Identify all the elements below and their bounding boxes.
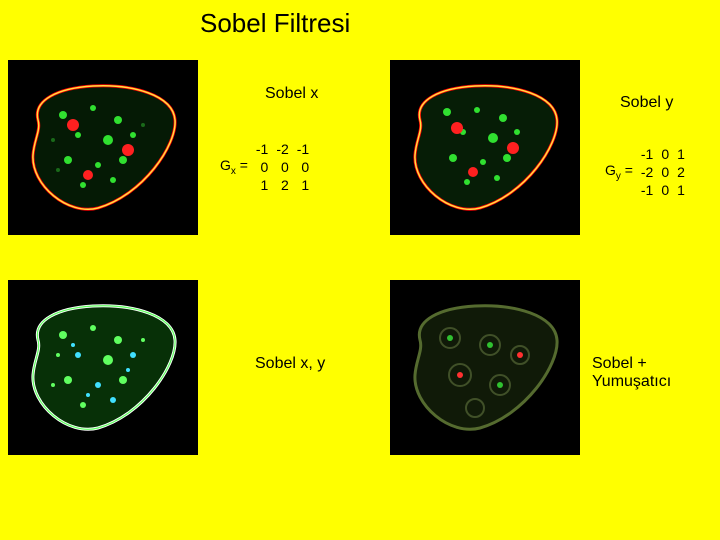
image-sobel-smooth [390, 280, 580, 455]
matrix-gx: Gx = -1-2-1 000 121 [220, 140, 313, 195]
liver-svg-4 [405, 300, 565, 435]
liver-svg-1 [23, 80, 183, 215]
image-sobel-y [390, 60, 580, 235]
liver-svg-3 [23, 300, 183, 435]
label-sobel-x: Sobel x [265, 85, 318, 103]
label-sobel-y: Sobel y [620, 94, 673, 112]
label-sobel-xy: Sobel x, y [255, 355, 325, 373]
matrix-gy: Gy = -101 -202 -101 [605, 145, 689, 200]
page-title: Sobel Filtresi [200, 8, 350, 39]
matrix-gx-table: -1-2-1 000 121 [252, 140, 313, 195]
image-sobel-x [8, 60, 198, 235]
liver-svg-2 [405, 80, 565, 215]
matrix-gy-table: -101 -202 -101 [637, 145, 689, 200]
image-sobel-xy [8, 280, 198, 455]
label-sobel-smooth: Sobel + Yumuşatıcı [592, 355, 720, 391]
